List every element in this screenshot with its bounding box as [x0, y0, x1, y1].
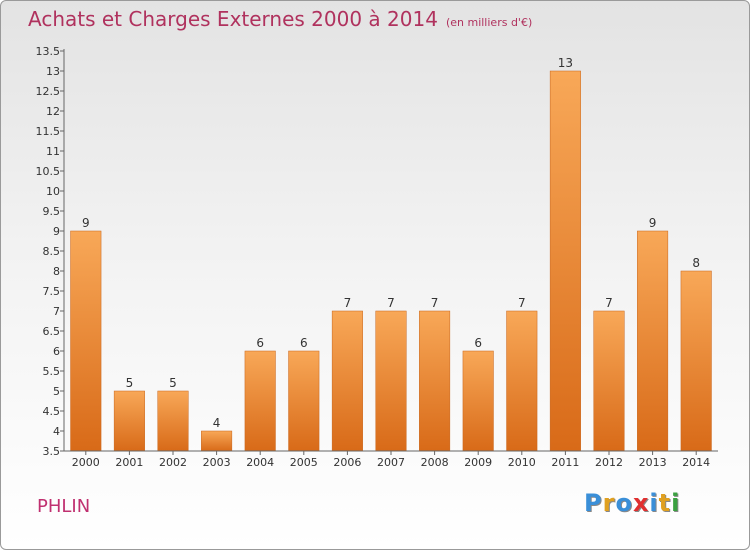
proxiti-logo: Proxiti	[584, 489, 681, 517]
bar-2001	[113, 390, 145, 452]
x-tick-label: 2008	[421, 456, 449, 469]
y-tick-label: 4	[53, 425, 60, 438]
y-tick-label: 6	[53, 345, 60, 358]
value-label-2012: 7	[605, 296, 613, 310]
value-label-2009: 6	[474, 336, 482, 350]
y-tick-label: 7	[53, 305, 60, 318]
x-tick-label: 2012	[595, 456, 623, 469]
value-label-2011: 13	[558, 56, 573, 70]
y-tick-label: 8.5	[43, 245, 61, 258]
x-tick-label: 2001	[115, 456, 143, 469]
value-label-2014: 8	[692, 256, 700, 270]
bar-2009	[462, 350, 494, 452]
y-tick-label: 3.5	[43, 445, 61, 458]
y-tick-label: 5	[53, 385, 60, 398]
value-label-2008: 7	[431, 296, 439, 310]
title-text: Achats et Charges Externes 2000 à 2014	[28, 7, 438, 31]
bar-2005	[288, 350, 320, 452]
y-tick-label: 13	[46, 65, 60, 78]
y-tick-label: 11.5	[36, 125, 61, 138]
y-tick-label: 9	[53, 225, 60, 238]
value-label-2005: 6	[300, 336, 308, 350]
x-tick-label: 2007	[377, 456, 405, 469]
y-tick-label: 12.5	[36, 85, 61, 98]
value-label-2003: 4	[213, 416, 221, 430]
bar-2000	[70, 230, 102, 452]
y-tick-label: 5.5	[43, 365, 61, 378]
x-tick-label: 2004	[246, 456, 274, 469]
x-tick-label: 2006	[333, 456, 361, 469]
bar-2013	[637, 230, 669, 452]
y-tick-label: 7.5	[43, 285, 61, 298]
value-label-2006: 7	[344, 296, 352, 310]
y-tick-label: 12	[46, 105, 60, 118]
bar-2004	[244, 350, 276, 452]
x-tick-label: 2005	[290, 456, 318, 469]
y-tick-label: 10.5	[36, 165, 61, 178]
value-label-2001: 5	[126, 376, 134, 390]
x-tick-label: 2003	[203, 456, 231, 469]
bar-2002	[157, 390, 189, 452]
x-tick-label: 2013	[639, 456, 667, 469]
y-tick-label: 8	[53, 265, 60, 278]
value-label-2010: 7	[518, 296, 526, 310]
bar-2014	[680, 270, 712, 452]
bar-2011	[549, 70, 581, 452]
y-tick-label: 13.5	[36, 45, 61, 58]
bar-2010	[506, 310, 538, 452]
y-tick-label: 9.5	[43, 205, 61, 218]
x-tick-label: 2000	[72, 456, 100, 469]
value-label-2002: 5	[169, 376, 177, 390]
y-tick-label: 6.5	[43, 325, 61, 338]
x-tick-label: 2011	[551, 456, 579, 469]
x-tick-label: 2010	[508, 456, 536, 469]
x-tick-label: 2009	[464, 456, 492, 469]
value-label-2000: 9	[82, 216, 90, 230]
commune-name: PHLIN	[37, 496, 91, 517]
chart-title: Achats et Charges Externes 2000 à 2014 (e…	[28, 7, 532, 31]
title-unit: (en milliers d'€)	[445, 16, 533, 29]
bar-2007	[375, 310, 407, 452]
bar-2008	[419, 310, 451, 452]
bar-2012	[593, 310, 625, 452]
y-tick-label: 10	[46, 185, 60, 198]
bar-2003	[201, 430, 233, 452]
value-label-2007: 7	[387, 296, 395, 310]
x-tick-label: 2014	[682, 456, 710, 469]
y-tick-label: 11	[46, 145, 60, 158]
x-tick-label: 2002	[159, 456, 187, 469]
bar-2006	[331, 310, 363, 452]
value-label-2013: 9	[649, 216, 657, 230]
y-tick-label: 4.5	[43, 405, 61, 418]
value-label-2004: 6	[256, 336, 264, 350]
